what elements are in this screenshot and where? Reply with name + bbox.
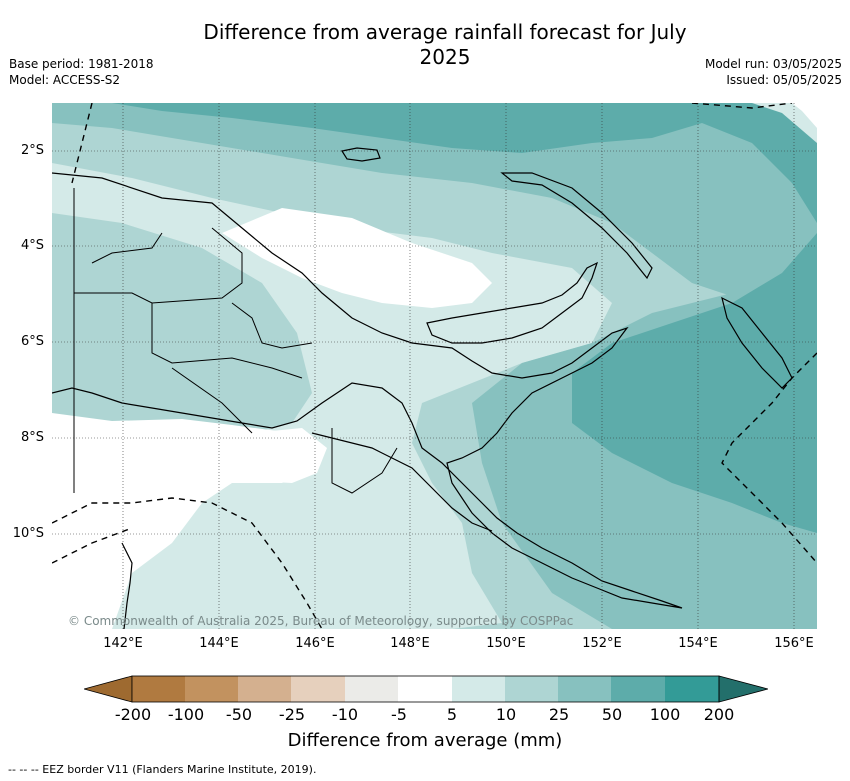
lat-label-8s: 8°S bbox=[20, 430, 44, 445]
rainfall-map bbox=[52, 103, 817, 629]
meta-left: Base period: 1981-2018 Model: ACCESS-S2 bbox=[9, 56, 154, 88]
colorbar-cell-5 bbox=[345, 676, 398, 702]
colorbar-cell-8 bbox=[505, 676, 558, 702]
lat-label-6s: 6°S bbox=[20, 334, 44, 349]
colorbar-cell-11 bbox=[665, 676, 719, 702]
issued-date: Issued: 05/05/2025 bbox=[726, 73, 842, 87]
contour-50-north bbox=[112, 103, 817, 223]
lon-label-156: 156°E bbox=[774, 636, 814, 651]
cb-tick-1: -100 bbox=[167, 705, 205, 724]
new-guinea-coast bbox=[52, 172, 683, 609]
cb-tick-5: -5 bbox=[391, 705, 407, 724]
papua-peninsula bbox=[311, 432, 493, 532]
lat-label-2s: 2°S bbox=[20, 143, 44, 158]
meta-right: Model run: 03/05/2025 Issued: 05/05/2025 bbox=[705, 56, 842, 88]
contour-neutral-s bbox=[252, 428, 327, 483]
lon-label-144: 144°E bbox=[199, 636, 239, 651]
lon-label-152: 152°E bbox=[582, 636, 622, 651]
cb-tick-11: 200 bbox=[703, 705, 735, 724]
colorbar-cell-0 bbox=[84, 675, 133, 703]
contour-25-west bbox=[52, 183, 292, 408]
cb-tick-3: -25 bbox=[278, 705, 306, 724]
cb-tick-8: 25 bbox=[548, 705, 570, 724]
cb-tick-0: -200 bbox=[114, 705, 152, 724]
cape-york bbox=[121, 542, 133, 629]
lon-label-150: 150°E bbox=[486, 636, 526, 651]
colorbar-cell-3 bbox=[238, 676, 291, 702]
base-period: Base period: 1981-2018 bbox=[9, 57, 154, 71]
cb-tick-7: 10 bbox=[495, 705, 517, 724]
colorbar-cell-6 bbox=[398, 676, 452, 702]
chart-title: Difference from average rainfall forecas… bbox=[203, 20, 687, 69]
province-borders bbox=[73, 188, 398, 494]
colorbar-cell-2 bbox=[185, 676, 238, 702]
model-run: Model run: 03/05/2025 bbox=[704, 57, 842, 71]
gridlines bbox=[52, 103, 817, 629]
colorbar-title: Difference from average (mm) bbox=[287, 730, 563, 751]
colorbar-cell-7 bbox=[452, 676, 505, 702]
contour-ne-light bbox=[752, 103, 817, 143]
contour-ne-white bbox=[792, 103, 817, 128]
manus bbox=[341, 147, 381, 162]
colorbar-cell-9 bbox=[558, 676, 611, 702]
new-britain bbox=[426, 261, 599, 344]
cb-tick-2: -50 bbox=[225, 705, 253, 724]
cb-tick-6: 5 bbox=[446, 705, 458, 724]
colorbar-cell-1 bbox=[132, 676, 185, 702]
contour-25-north bbox=[52, 103, 817, 323]
lon-label-154: 154°E bbox=[678, 636, 718, 651]
colorbar-cell-12 bbox=[718, 675, 768, 703]
lat-label-10s: 10°S bbox=[12, 526, 44, 541]
contour-50-east bbox=[572, 233, 817, 533]
lon-label-142: 142°E bbox=[103, 636, 143, 651]
copyright-notice: © Commonwealth of Australia 2025, Bureau… bbox=[68, 614, 574, 628]
lon-label-148: 148°E bbox=[390, 636, 430, 651]
cb-tick-9: 50 bbox=[601, 705, 623, 724]
bougainville bbox=[721, 296, 793, 389]
new-ireland bbox=[500, 172, 653, 280]
eez-borders bbox=[52, 103, 817, 629]
colorbar-cell-10 bbox=[611, 676, 665, 702]
coastlines bbox=[52, 147, 793, 629]
colorbar-frame bbox=[131, 675, 720, 703]
eez-footnote: -- -- -- EEZ border V11 (Flanders Marine… bbox=[8, 763, 317, 776]
lat-label-4s: 4°S bbox=[20, 238, 44, 253]
cb-tick-4: -10 bbox=[331, 705, 359, 724]
colorbar-cell-4 bbox=[291, 676, 345, 702]
cb-tick-10: 100 bbox=[649, 705, 681, 724]
model-name: Model: ACCESS-S2 bbox=[9, 73, 121, 87]
contour-neutral-n bbox=[222, 208, 492, 308]
lon-label-146: 146°E bbox=[295, 636, 335, 651]
colorbar bbox=[84, 675, 768, 703]
